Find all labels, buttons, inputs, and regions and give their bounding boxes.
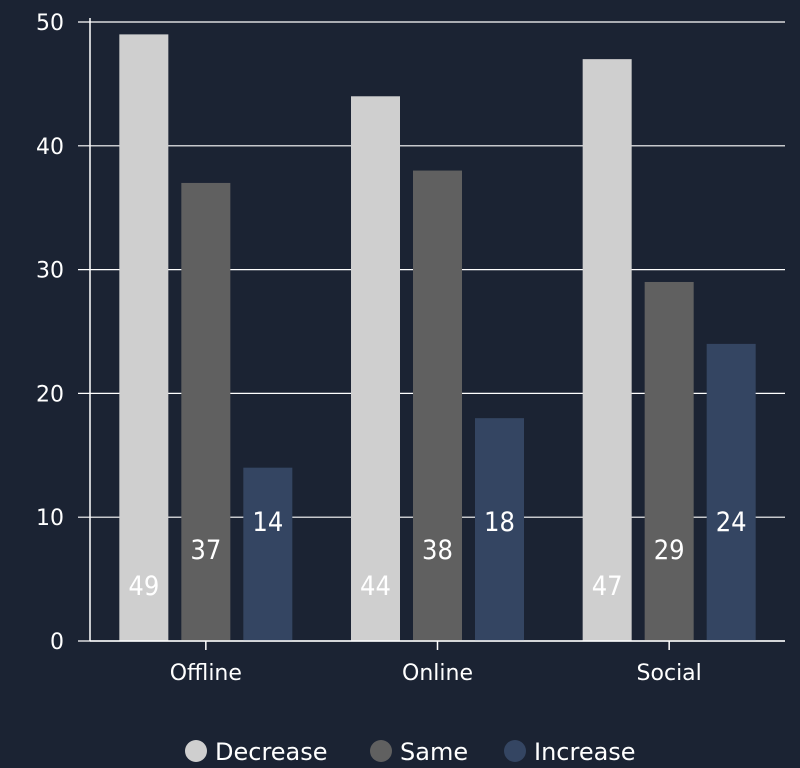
- y-tick-label: 30: [36, 259, 64, 284]
- bar-value-label: 18: [484, 507, 515, 538]
- bar-value-label: 47: [592, 571, 623, 602]
- x-axis: Offline Online Social: [90, 640, 785, 686]
- y-tick-label: 10: [36, 506, 64, 531]
- legend-swatch-increase: [504, 740, 526, 762]
- bar-same-social: [644, 281, 694, 641]
- bar-decrease-offline: [119, 34, 169, 641]
- legend: Decrease Same Increase: [185, 738, 636, 766]
- bar-value-label: 29: [654, 535, 685, 566]
- bar-value-label: 38: [422, 535, 453, 566]
- legend-label: Decrease: [215, 738, 328, 766]
- x-category-label: Social: [637, 661, 702, 686]
- bar-increase-offline: [243, 467, 293, 641]
- bar-value-label: 44: [360, 571, 391, 602]
- bar-decrease-online: [351, 96, 400, 641]
- y-tick-label: 40: [36, 135, 64, 160]
- bars: 49 37 14 44 38 18 47 29 24: [119, 34, 756, 641]
- bar-value-label: 24: [716, 507, 747, 538]
- y-tick-label: 50: [36, 11, 64, 36]
- bar-same-online: [413, 170, 462, 641]
- bar-decrease-social: [582, 59, 632, 641]
- bar-same-offline: [181, 182, 231, 641]
- bar-increase-online: [475, 418, 524, 641]
- y-tick-label: 20: [36, 382, 64, 407]
- bar-value-label: 14: [252, 507, 283, 538]
- bar-increase-social: [706, 343, 756, 641]
- legend-label: Same: [400, 738, 468, 766]
- y-axis: 0 10 20 30 40 50: [36, 11, 91, 655]
- y-tick-label: 0: [50, 630, 64, 655]
- x-category-label: Online: [402, 661, 473, 686]
- x-category-label: Offline: [170, 661, 242, 686]
- legend-label: Increase: [534, 738, 636, 766]
- bar-value-label: 37: [190, 535, 221, 566]
- bar-value-label: 49: [128, 571, 159, 602]
- legend-swatch-decrease: [185, 740, 207, 762]
- legend-swatch-same: [370, 740, 392, 762]
